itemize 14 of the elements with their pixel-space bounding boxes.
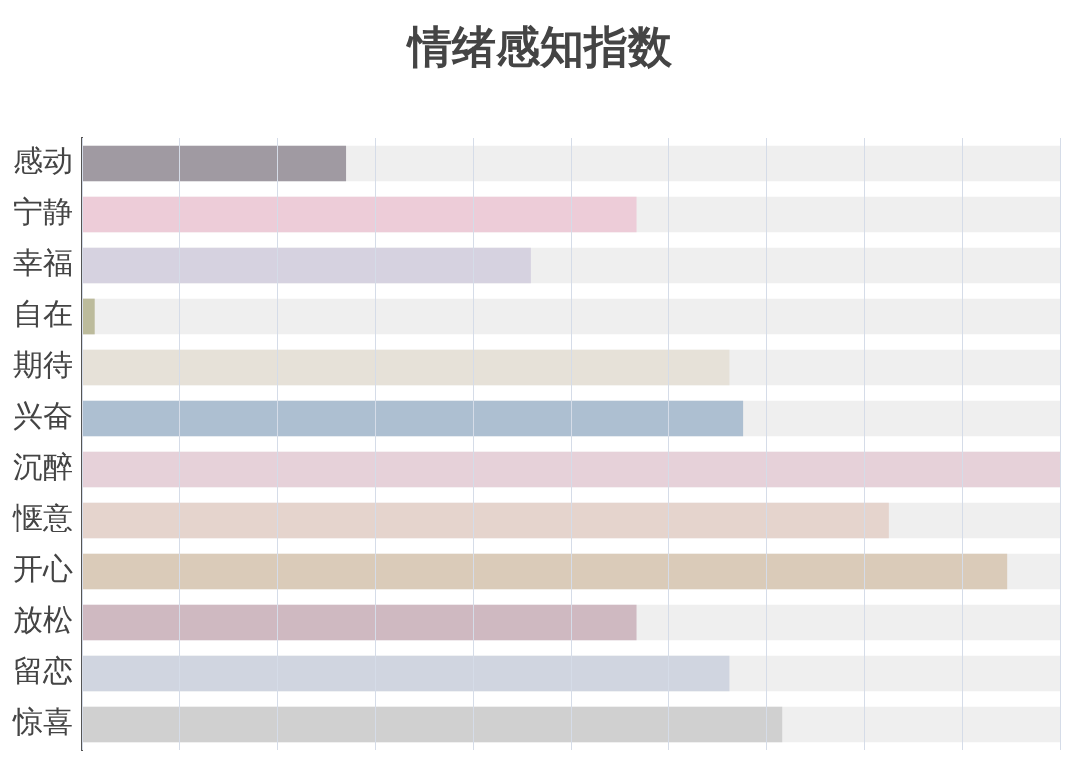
y-tick-label: 惊喜 — [12, 704, 73, 740]
y-tick-label: 自在 — [13, 296, 73, 332]
y-tick-label: 惬意 — [12, 500, 73, 536]
y-tick-label: 宁静 — [13, 194, 73, 230]
y-tick-label: 兴奋 — [13, 398, 73, 434]
y-tick-label: 放松 — [13, 602, 73, 638]
bar — [82, 298, 95, 335]
y-tick-label: 留恋 — [13, 653, 73, 689]
chart-title: 情绪感知指数 — [405, 20, 673, 74]
y-tick-label: 感动 — [13, 143, 73, 179]
y-tick-label: 期待 — [13, 347, 73, 383]
y-tick-label: 沉醉 — [13, 449, 73, 485]
y-tick-label: 开心 — [13, 551, 73, 587]
y-tick-label: 幸福 — [13, 245, 73, 281]
